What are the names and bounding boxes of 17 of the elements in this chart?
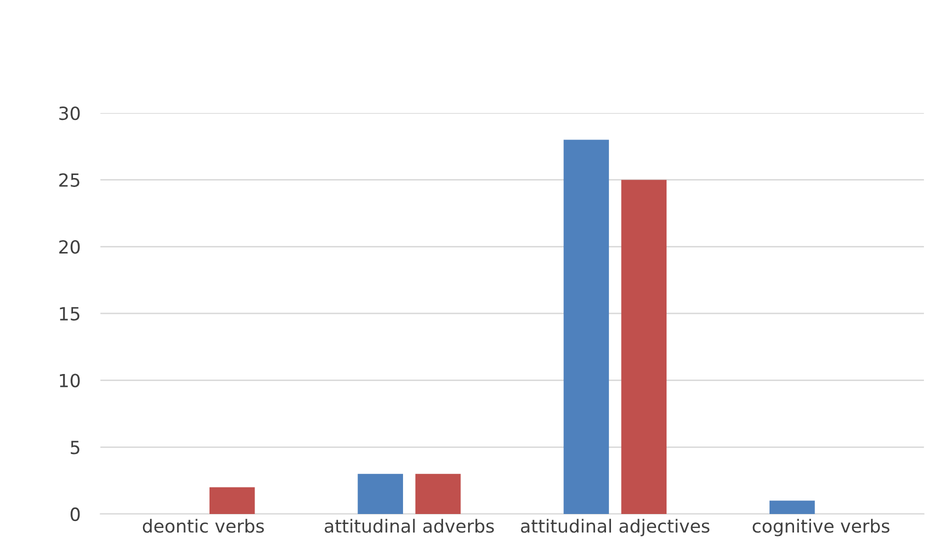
bar	[209, 487, 255, 514]
y-tick-label: 20	[59, 240, 80, 254]
bar	[564, 140, 609, 514]
y-tick-label: 0	[70, 507, 80, 522]
y-tick-label: 25	[59, 173, 80, 187]
y-tick-label: 30	[59, 106, 80, 120]
y-tick-label: 10	[60, 374, 80, 388]
x-tick-label: attitudinal adjectives	[520, 518, 710, 536]
x-tick-label: cognitive verbs	[752, 518, 890, 536]
bar	[770, 500, 815, 514]
bar	[358, 474, 404, 514]
bar	[621, 180, 667, 514]
x-tick-label: attitudinal adverbs	[324, 518, 494, 533]
y-tick-label: 15	[60, 307, 80, 321]
bar	[415, 474, 461, 514]
x-tick-label: deontic verbs	[142, 518, 264, 533]
y-tick-label: 5	[70, 440, 80, 454]
